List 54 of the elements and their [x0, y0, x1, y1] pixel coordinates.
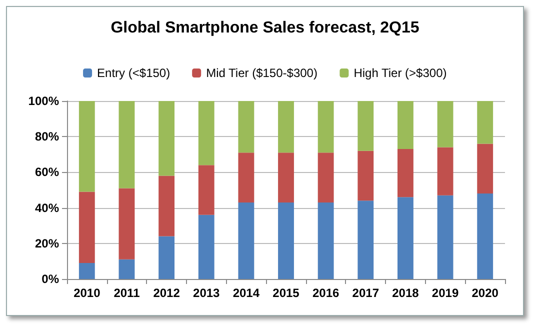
x-tick-label: 2010: [74, 286, 101, 300]
y-tick-label: 20%: [34, 236, 60, 250]
bar: [437, 147, 454, 196]
bar: [198, 165, 214, 215]
bar: [358, 101, 374, 151]
x-tick-label: 2020: [472, 286, 499, 300]
y-tick-label: 100%: [28, 94, 60, 108]
bar: [278, 152, 294, 202]
bar: [238, 202, 254, 279]
legend-label: Entry (<$150): [97, 66, 170, 80]
bar: [437, 195, 454, 279]
bar: [78, 192, 95, 263]
x-tick-label: 2015: [272, 286, 300, 300]
bar: [397, 101, 414, 150]
bar: [318, 101, 334, 153]
bar: [397, 149, 414, 198]
bar: [158, 176, 175, 236]
bar: [158, 236, 175, 279]
x-tick-label: 2019: [432, 286, 459, 300]
bar: [118, 188, 135, 260]
y-tick-label: 40%: [34, 200, 60, 215]
bar: [238, 152, 254, 202]
bar: [477, 101, 494, 144]
bar: [78, 101, 95, 192]
bar: [158, 101, 175, 176]
y-tick-label: 0%: [42, 272, 60, 286]
bar: [118, 101, 135, 188]
bar: [358, 200, 374, 279]
x-tick-label: 2017: [352, 286, 380, 300]
x-tick-label: 2016: [312, 286, 340, 300]
bar: [318, 202, 334, 279]
bar: [78, 262, 95, 279]
bar: [397, 197, 414, 279]
bar: [278, 202, 294, 279]
bar: [477, 144, 494, 194]
y-tick-label: 60%: [34, 165, 60, 180]
bar: [437, 101, 454, 148]
x-tick-label: 2013: [193, 286, 220, 300]
x-tick-label: 2014: [232, 286, 260, 300]
chart-title: Global Smartphone Sales forecast, 2Q15: [110, 20, 420, 36]
bar: [477, 194, 494, 279]
legend-label: High Tier (>$300): [354, 66, 447, 80]
bar: [318, 152, 334, 202]
x-tick-label: 2018: [392, 286, 420, 300]
bar: [278, 101, 294, 153]
x-tick-label: 2012: [153, 286, 180, 300]
bar: [198, 214, 214, 279]
bar: [198, 101, 214, 166]
bar: [358, 150, 374, 201]
x-tick-label: 2011: [114, 286, 140, 300]
bar: [118, 259, 135, 279]
legend-label: Mid Tier ($150-$300): [206, 66, 318, 80]
bar: [238, 101, 254, 153]
y-tick-label: 80%: [34, 130, 60, 144]
